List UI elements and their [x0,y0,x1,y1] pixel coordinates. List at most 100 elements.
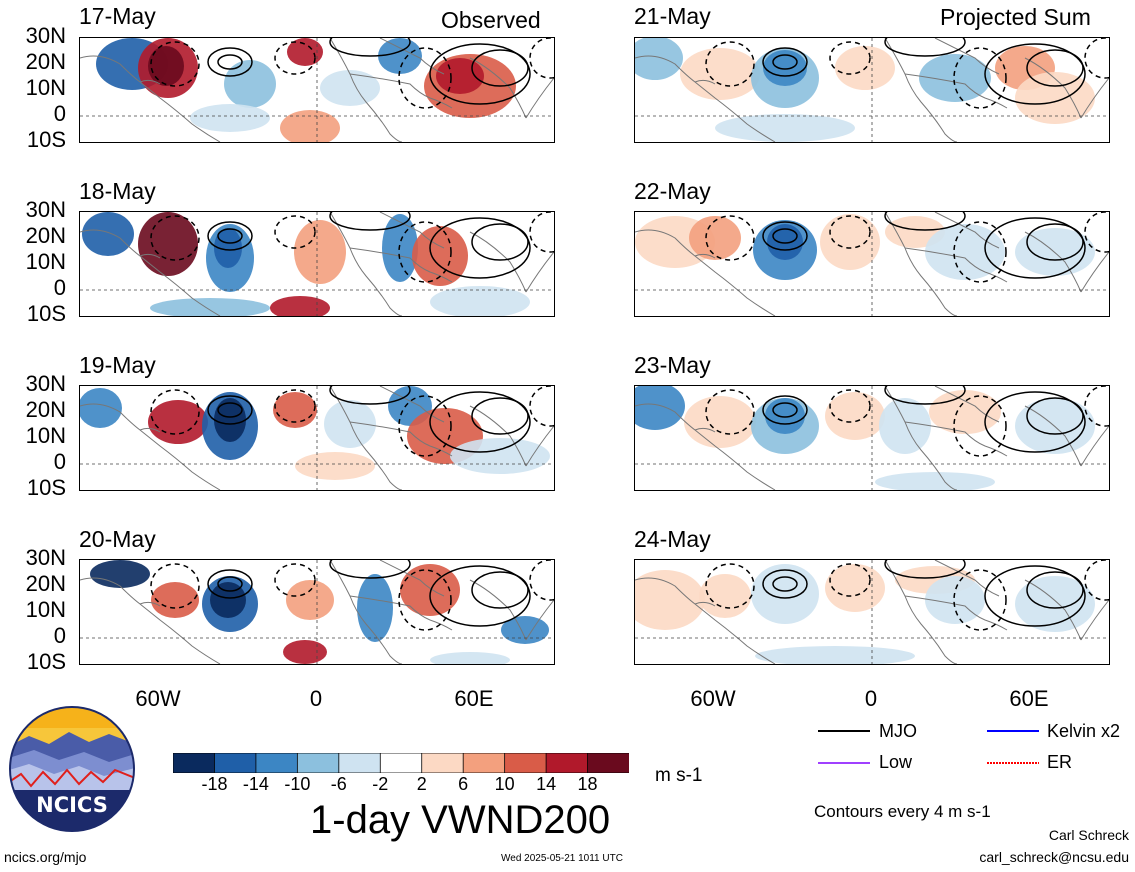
anomaly-shading [450,438,550,474]
coastline [379,560,445,597]
mjo-contour [762,47,808,77]
mjo-contour-negative [529,38,554,79]
coastline [469,405,527,467]
lat-label: 30N [25,545,66,570]
coastline [525,599,554,641]
legend-mjo-label: MJO [879,721,917,741]
lat-label: 10S [26,301,66,326]
colorbar-units: m s-1 [655,765,703,786]
mjo-contour-negative [705,389,755,435]
anomaly-shading [820,214,880,270]
coastline [694,79,716,85]
mjo-contour [772,576,798,592]
coastline [1080,599,1109,641]
anomaly-shading [689,216,741,260]
lon-label: 0 [864,686,878,711]
anomaly-shading [150,298,270,316]
colorbar-tick-label: 18 [577,774,598,794]
coastline [349,595,453,631]
anomaly-shading [684,396,756,448]
coastline [1080,425,1109,467]
coastline [525,77,554,119]
colorbar-swatch [545,752,589,774]
colorbar-tick-label: -10 [284,774,311,794]
mjo-contour [429,43,531,105]
lat-label: 10N [25,75,66,100]
mjo-contour [217,54,243,70]
anomaly-shading [210,582,246,618]
coastline [884,386,958,490]
anomaly-shading [90,560,150,588]
mjo-contour-negative [150,215,200,261]
anomaly-shading [148,46,184,86]
coastline [1024,57,1082,119]
mjo-contour-negative [829,389,871,423]
coastline [349,421,453,457]
anomaly-shading [751,564,819,624]
coastline [349,73,453,109]
anomaly-shading [138,212,198,276]
coastline [329,212,403,316]
coastline [329,386,403,490]
mjo-contour [217,228,243,244]
mjo-contour [884,386,966,405]
anomaly-shading [148,400,208,444]
lon-label: 60W [135,686,181,711]
anomaly-shading [357,574,393,642]
mjo-contour [884,212,966,231]
logo-text: NCICS [36,793,108,817]
coastline [379,386,445,423]
map-panel [634,37,1110,143]
anomaly-shading [875,472,995,490]
coastline [694,253,716,259]
panel-date-label: 21-May [634,3,711,29]
mjo-contour [207,395,253,425]
colorbar-swatch [338,752,382,774]
lat-label: 10S [26,127,66,152]
coastline [884,560,958,664]
mjo-contour [429,391,531,453]
mjo-contour [207,569,253,599]
mjo-contour [471,397,529,435]
anomaly-shading [635,570,705,630]
coastline [525,425,554,467]
mjo-contour [772,402,798,418]
mjo-contour-negative [398,395,452,457]
colorbar-swatch [421,752,465,774]
mjo-contour-negative [150,41,200,87]
anomaly-shading [1015,576,1095,632]
mjo-contour-negative [705,215,755,261]
anomaly-shading [320,70,380,106]
coastline [139,601,161,607]
coastline [1080,251,1109,293]
lat-label: 0 [53,101,66,126]
coastline [349,247,453,283]
mjo-contour [207,47,253,77]
mjo-contour [762,569,808,599]
lon-label: 60E [1009,686,1049,711]
colorbar-swatch [172,752,216,774]
footer-author: Carl Schreck [1048,827,1129,843]
main-title: 1-day VWND200 [310,798,611,842]
legend-kelvin-label: Kelvin x2 [1047,721,1121,741]
mjo-contour-negative [953,395,1007,457]
lat-label: 30N [25,23,66,48]
mjo-contour-negative [829,215,871,249]
anomaly-shading [382,214,418,282]
mjo-contour-negative [529,560,554,601]
mjo-contour [329,38,411,57]
coastline [139,79,161,85]
mjo-contour-negative [274,563,316,597]
coastline [379,212,445,249]
colorbar [172,752,630,778]
coastline [1024,231,1082,293]
anomaly-shading [635,38,683,80]
lat-label: 0 [53,449,66,474]
coastline [80,229,221,316]
colorbar-swatch [587,752,630,774]
colorbar-tick-label: 6 [458,774,469,794]
ncics-logo: NCICS [9,706,135,832]
colorbar-tick-label: -2 [372,774,389,794]
mjo-contour [1026,223,1084,261]
anomaly-shading [378,38,422,74]
